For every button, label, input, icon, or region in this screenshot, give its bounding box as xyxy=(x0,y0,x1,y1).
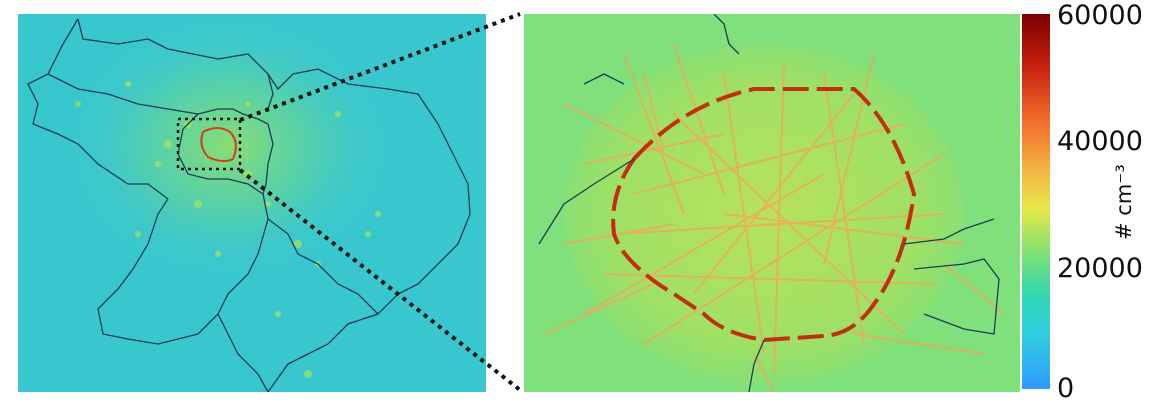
overview-map xyxy=(18,14,486,392)
department-boundaries xyxy=(27,18,471,392)
colorbar-tick-0: 0 xyxy=(1057,373,1075,404)
colorbar xyxy=(1022,14,1050,389)
overview-paris-ring xyxy=(200,127,237,163)
urban-heat-area xyxy=(18,14,486,392)
street-network xyxy=(543,43,1005,392)
colorbar-tick-20000: 20000 xyxy=(1057,253,1143,284)
peripheral-ring-road xyxy=(611,87,917,343)
colorbar-tick-60000: 60000 xyxy=(1057,0,1143,31)
colorbar-unit-label: # cm⁻³ xyxy=(1112,164,1136,240)
zoom-map xyxy=(524,14,1020,392)
colorbar-tick-40000: 40000 xyxy=(1057,126,1143,157)
zoom-boundaries xyxy=(538,14,1000,392)
hotspot-dots xyxy=(75,81,381,378)
zoom-selection-box xyxy=(176,117,242,171)
